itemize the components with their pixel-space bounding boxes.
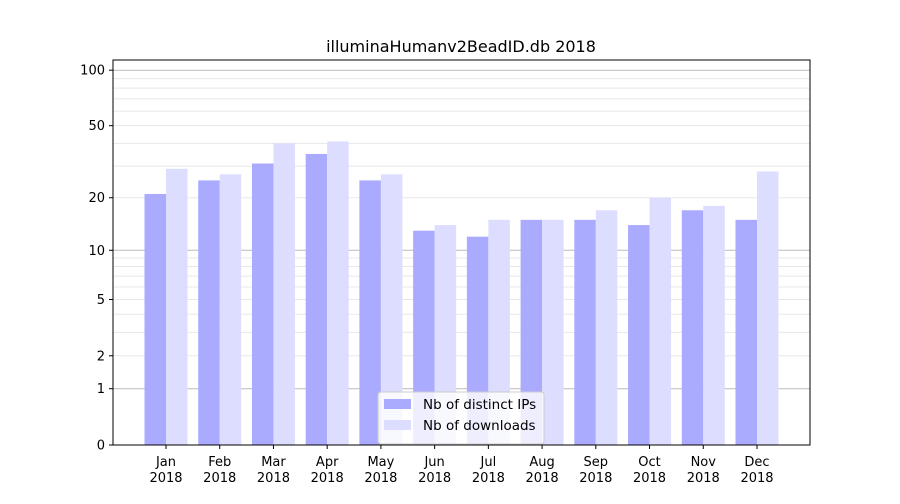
legend-label-downloads: Nb of downloads [423, 418, 536, 434]
bar-distinct-ips [574, 219, 596, 445]
bar-downloads [166, 168, 188, 445]
x-axis: Jan 2018 Feb 2018 Mar 2018 Apr 2018 May 2018 Jun 20… [149, 445, 774, 486]
x-tick-label: Jan 2018 [149, 455, 182, 486]
legend: Nb of distinct IPs Nb of downloads [377, 391, 545, 445]
y-tick-label: 5 [97, 293, 105, 308]
bar-downloads [434, 225, 457, 445]
x-tick-label: Aug 2018 [526, 455, 559, 486]
bar-downloads [380, 174, 403, 445]
y-tick-label: 50 [88, 119, 105, 134]
legend-box [377, 391, 545, 445]
bar-distinct-ips [198, 180, 220, 446]
bar-downloads [542, 219, 564, 445]
bar-distinct-ips [628, 225, 650, 445]
bar-distinct-ips [413, 230, 435, 445]
x-tick-label: Mar 2018 [257, 455, 290, 486]
y-tick-label: 100 [80, 64, 105, 79]
x-tick-label: Sep 2018 [579, 455, 612, 486]
bar-distinct-ips [359, 180, 381, 446]
y-axis: 0 1 2 5 10 20 50 100 [80, 64, 113, 454]
bar-distinct-ips [144, 193, 166, 445]
y-tick-label: 20 [88, 191, 105, 206]
bar-distinct-ips [305, 153, 328, 445]
bar-downloads [327, 141, 349, 445]
chart-title: illuminaHumanv2BeadID.db 2018 [326, 37, 596, 56]
bar-downloads [649, 197, 672, 445]
x-tick-label: Apr 2018 [311, 455, 344, 486]
legend-swatch-downloads [384, 420, 411, 430]
bar-distinct-ips [251, 163, 274, 445]
legend-label-ips: Nb of distinct IPs [423, 397, 536, 413]
bar-distinct-ips [520, 219, 543, 445]
bar-downloads [273, 143, 295, 445]
bar-downloads [219, 174, 242, 445]
x-tick-label: Feb 2018 [203, 455, 236, 486]
x-tick-label: Oct 2018 [633, 455, 666, 486]
bar-downloads [488, 219, 510, 445]
bar-downloads [757, 171, 779, 446]
y-tick-label: 0 [97, 439, 105, 454]
y-tick-label: 2 [97, 349, 105, 364]
x-tick-label: Jul 2018 [472, 455, 505, 486]
bars [144, 141, 779, 446]
plot-frame [112, 59, 811, 446]
x-tick-label: Nov 2018 [687, 455, 720, 486]
bar-downloads [595, 210, 618, 445]
x-tick-label: May 2018 [364, 455, 397, 486]
legend-swatch-ips [384, 399, 411, 409]
x-tick-label: Dec 2018 [740, 455, 773, 486]
y-tick-label: 1 [97, 382, 105, 397]
bar-distinct-ips [735, 219, 757, 445]
bar-downloads [703, 205, 725, 445]
y-tick-label: 10 [88, 244, 105, 259]
x-tick-label: Jun 2018 [418, 455, 451, 486]
bar-distinct-ips [681, 210, 704, 445]
